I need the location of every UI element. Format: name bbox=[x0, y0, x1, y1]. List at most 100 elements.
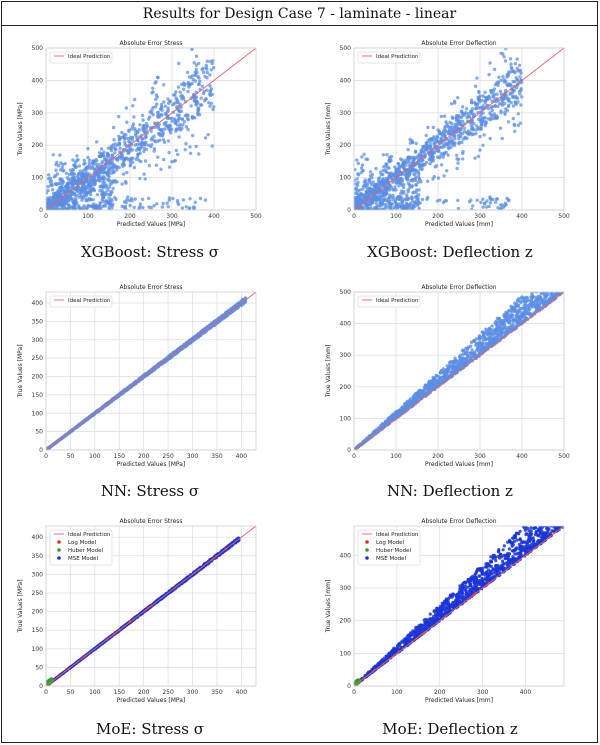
data-point bbox=[448, 360, 453, 364]
data-point bbox=[359, 166, 364, 170]
data-point bbox=[380, 190, 384, 195]
data-point bbox=[182, 120, 187, 124]
data-point bbox=[367, 177, 371, 182]
data-point bbox=[186, 127, 190, 132]
data-point bbox=[492, 67, 497, 72]
data-point bbox=[493, 103, 497, 108]
data-point bbox=[73, 164, 77, 169]
data-point bbox=[107, 175, 111, 179]
data-point bbox=[369, 206, 373, 210]
data-point bbox=[476, 154, 481, 159]
data-point bbox=[471, 132, 475, 136]
data-point bbox=[106, 146, 111, 150]
data-point bbox=[390, 202, 394, 206]
data-point bbox=[98, 174, 102, 179]
data-point bbox=[183, 99, 188, 104]
data-point bbox=[75, 154, 79, 158]
data-point bbox=[391, 195, 396, 200]
data-point bbox=[197, 76, 201, 80]
data-point bbox=[487, 204, 491, 209]
data-point bbox=[383, 168, 387, 172]
data-point bbox=[65, 189, 70, 193]
data-point bbox=[172, 93, 176, 97]
data-point bbox=[196, 108, 200, 113]
data-point bbox=[516, 112, 520, 116]
data-point bbox=[483, 116, 487, 120]
data-point bbox=[70, 186, 75, 191]
data-point bbox=[442, 114, 447, 118]
data-point bbox=[417, 177, 421, 181]
data-point bbox=[456, 157, 461, 161]
data-point bbox=[506, 120, 511, 124]
data-point bbox=[176, 201, 180, 205]
data-point bbox=[517, 63, 522, 67]
data-point bbox=[406, 197, 410, 202]
data-point bbox=[511, 79, 515, 84]
x-tick-label: 150 bbox=[114, 453, 126, 460]
data-point bbox=[97, 204, 102, 209]
data-point bbox=[160, 127, 164, 132]
data-point bbox=[370, 198, 374, 202]
data-point bbox=[208, 90, 212, 94]
data-point bbox=[59, 201, 63, 205]
data-point bbox=[130, 199, 134, 203]
data-point bbox=[435, 155, 440, 159]
data-point bbox=[457, 137, 461, 141]
data-point bbox=[511, 116, 515, 121]
data-point bbox=[369, 191, 373, 195]
data-point bbox=[439, 114, 443, 119]
data-point bbox=[456, 96, 460, 100]
data-point bbox=[110, 206, 114, 210]
data-point bbox=[456, 206, 461, 210]
data-point bbox=[478, 148, 482, 152]
data-point bbox=[176, 152, 180, 157]
data-point bbox=[200, 84, 205, 88]
data-point bbox=[383, 207, 387, 210]
ideal-prediction-line bbox=[45, 47, 257, 211]
data-point bbox=[354, 191, 358, 195]
data-point bbox=[469, 198, 473, 202]
data-point bbox=[110, 165, 114, 170]
data-point bbox=[362, 152, 366, 156]
y-tick-label: 100 bbox=[32, 175, 44, 182]
figure-title: Results for Design Case 7 - laminate - l… bbox=[2, 2, 597, 26]
data-point bbox=[428, 143, 433, 148]
y-tick-label: 200 bbox=[340, 142, 352, 149]
data-point bbox=[477, 90, 481, 94]
data-point bbox=[471, 204, 475, 208]
data-point bbox=[164, 113, 168, 117]
data-point bbox=[443, 130, 447, 134]
data-point bbox=[540, 288, 543, 291]
data-point bbox=[413, 201, 417, 205]
data-point bbox=[368, 170, 373, 174]
data-point bbox=[495, 197, 500, 201]
data-point bbox=[436, 176, 441, 180]
data-point bbox=[86, 183, 91, 187]
data-point bbox=[536, 282, 539, 284]
data-point bbox=[117, 154, 122, 159]
data-point bbox=[423, 383, 427, 387]
data-point bbox=[442, 174, 446, 178]
data-point bbox=[133, 97, 137, 102]
data-point bbox=[190, 114, 195, 119]
data-point bbox=[477, 100, 482, 104]
data-point bbox=[109, 190, 113, 194]
x-tick-label: 300 bbox=[474, 213, 486, 220]
data-point bbox=[144, 122, 149, 126]
x-tick-label: 350 bbox=[211, 453, 223, 460]
data-point bbox=[166, 205, 170, 209]
data-point bbox=[424, 160, 429, 165]
data-point bbox=[444, 120, 448, 124]
data-point bbox=[501, 75, 505, 79]
data-point bbox=[478, 134, 482, 139]
data-point bbox=[95, 193, 100, 197]
chart-title: Absolute Error Stress bbox=[119, 284, 182, 291]
data-point bbox=[56, 208, 60, 210]
data-point bbox=[75, 193, 79, 198]
data-point bbox=[447, 127, 452, 131]
data-point bbox=[209, 68, 213, 72]
data-point bbox=[387, 174, 391, 178]
x-tick-label: 400 bbox=[208, 213, 220, 220]
data-point bbox=[58, 185, 62, 190]
data-point bbox=[98, 201, 102, 205]
